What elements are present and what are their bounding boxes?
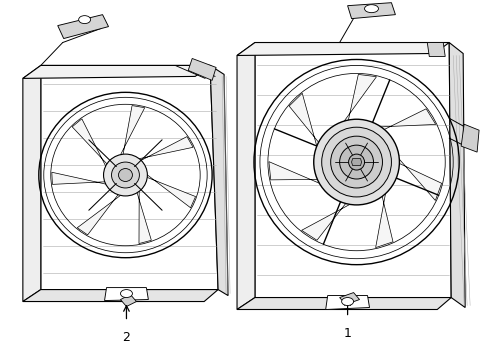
Polygon shape (144, 172, 196, 208)
Ellipse shape (119, 168, 132, 181)
Polygon shape (376, 188, 393, 248)
Polygon shape (461, 124, 479, 152)
Polygon shape (23, 289, 218, 302)
Polygon shape (77, 192, 124, 235)
Polygon shape (340, 293, 360, 305)
Ellipse shape (348, 154, 365, 170)
Polygon shape (269, 162, 324, 185)
Polygon shape (188, 58, 216, 80)
Ellipse shape (78, 15, 91, 24)
Polygon shape (347, 3, 395, 19)
Polygon shape (301, 201, 355, 240)
Ellipse shape (121, 289, 132, 298)
Polygon shape (135, 136, 193, 162)
Polygon shape (23, 66, 210, 78)
Polygon shape (104, 288, 148, 301)
Text: 2: 2 (122, 332, 130, 345)
Polygon shape (352, 159, 362, 166)
Polygon shape (210, 66, 228, 296)
Ellipse shape (365, 5, 378, 13)
Polygon shape (119, 105, 145, 158)
Polygon shape (52, 172, 110, 185)
Polygon shape (23, 66, 41, 302)
Polygon shape (237, 42, 255, 310)
Polygon shape (396, 155, 441, 201)
Ellipse shape (342, 298, 354, 306)
Ellipse shape (112, 162, 140, 188)
Ellipse shape (103, 154, 147, 196)
Polygon shape (427, 42, 445, 57)
Polygon shape (289, 93, 320, 151)
Ellipse shape (322, 127, 392, 197)
Polygon shape (376, 109, 436, 131)
Polygon shape (136, 187, 151, 244)
Ellipse shape (314, 119, 399, 205)
Polygon shape (58, 15, 108, 39)
Ellipse shape (331, 136, 383, 188)
Polygon shape (72, 119, 109, 170)
Polygon shape (41, 66, 218, 289)
Polygon shape (449, 42, 465, 307)
Polygon shape (237, 298, 451, 310)
Polygon shape (341, 75, 376, 125)
Polygon shape (255, 42, 451, 298)
Text: 1: 1 (343, 328, 351, 341)
Polygon shape (237, 42, 449, 55)
Polygon shape (326, 296, 369, 310)
Polygon shape (121, 294, 136, 306)
Ellipse shape (340, 145, 373, 179)
